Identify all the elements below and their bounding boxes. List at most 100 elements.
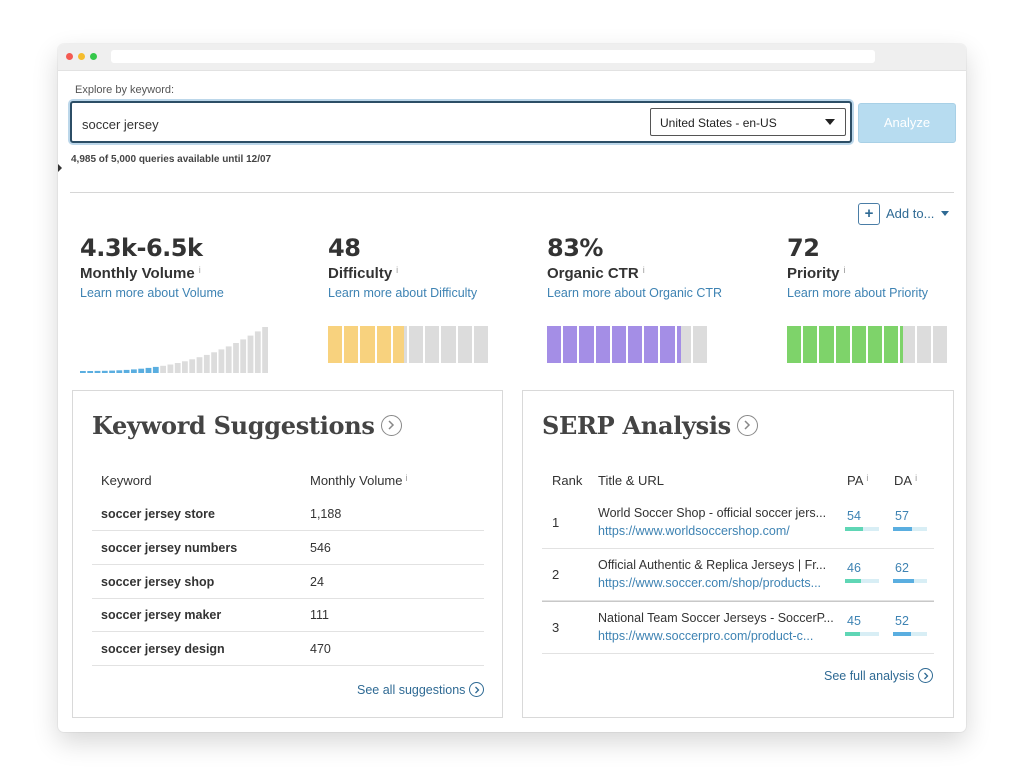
meter-segment [457, 326, 472, 363]
column-header-rank: Rank [552, 473, 583, 488]
rank-cell: 2 [552, 567, 560, 582]
metric-name-text: Organic CTR [547, 265, 639, 282]
metric-name: Monthly Volume i [80, 265, 224, 282]
table-row[interactable]: soccer jersey shop 24 [92, 565, 484, 599]
expand-arrow-icon[interactable] [58, 164, 62, 172]
serp-result-row[interactable]: 3 National Team Soccer Jerseys - SoccerP… [542, 601, 934, 654]
pa-bar-fill [845, 579, 861, 583]
metric-organic-ctr: 83% Organic CTR i Learn more about Organi… [547, 234, 722, 300]
result-title[interactable]: Official Authentic & Replica Jerseys | F… [598, 558, 827, 572]
meter-segment [344, 326, 359, 363]
divider [70, 192, 954, 193]
meter-segment [579, 326, 594, 363]
see-full-analysis-link[interactable]: See full analysis [824, 668, 934, 684]
panel-title[interactable]: SERP Analysis [542, 411, 758, 440]
meter-segment [660, 326, 675, 363]
metric-priority: 72 Priority i Learn more about Priority [787, 234, 928, 300]
result-title[interactable]: World Soccer Shop - official soccer jers… [598, 506, 827, 520]
chevron-right-circle-icon [918, 668, 934, 684]
result-url-link[interactable]: https://www.soccer.com/shop/products... [598, 576, 822, 590]
volume-trend-chart [80, 327, 268, 373]
volume-cell: 1,188 [310, 507, 342, 521]
keyword-cell[interactable]: soccer jersey maker [101, 608, 222, 622]
volume-bar [109, 370, 115, 373]
metric-name: Priority i [787, 265, 928, 282]
info-icon[interactable]: i [198, 265, 201, 275]
metric-name: Difficulty i [328, 265, 477, 282]
info-icon[interactable]: i [396, 265, 399, 275]
explore-label: Explore by keyword: [75, 84, 175, 96]
volume-bar [254, 331, 261, 373]
table-row[interactable]: soccer jersey numbers 546 [92, 531, 484, 565]
column-header-da: DA i [894, 473, 917, 488]
column-header-keyword: Keyword [101, 473, 152, 488]
da-value: 57 [895, 509, 909, 523]
panel-title[interactable]: Keyword Suggestions [92, 411, 402, 440]
table-row[interactable]: soccer jersey maker 111 [92, 598, 484, 632]
meter-segment [692, 326, 707, 363]
meter-segment [916, 326, 931, 363]
info-icon[interactable]: i [405, 473, 408, 483]
see-all-suggestions-link[interactable]: See all suggestions [357, 682, 485, 698]
chevron-right-circle-icon[interactable] [380, 415, 402, 436]
keyword-cell[interactable]: soccer jersey numbers [101, 541, 238, 555]
volume-bar [167, 364, 174, 373]
result-url-link[interactable]: https://www.worldsoccershop.com/ [598, 524, 790, 538]
meter-segment [376, 326, 391, 363]
maximize-window-dot[interactable] [90, 53, 97, 60]
minimize-window-dot[interactable] [78, 53, 85, 60]
result-url-link[interactable]: https://www.soccerpro.com/product-c... [598, 629, 814, 643]
serp-result-row[interactable]: 1 World Soccer Shop - official soccer je… [542, 497, 934, 549]
meter-segment [932, 326, 947, 363]
metric-name-text: Monthly Volume [80, 265, 195, 282]
da-bar-fill [893, 579, 915, 583]
keyword-cell[interactable]: soccer jersey design [101, 642, 225, 656]
meter-segment [819, 326, 834, 363]
panel-title-text: SERP Analysis [542, 411, 731, 440]
column-header-text: DA [894, 473, 913, 488]
meter-segment [884, 326, 899, 363]
meter-segment [900, 326, 915, 363]
learn-more-link[interactable]: Learn more about Difficulty [328, 286, 478, 300]
link-text: See full analysis [824, 669, 915, 683]
keyword-cell[interactable]: soccer jersey shop [101, 575, 215, 589]
meter-segment [595, 326, 610, 363]
close-window-dot[interactable] [66, 53, 73, 60]
volume-bar [196, 357, 203, 373]
table-row[interactable]: soccer jersey store 1,188 [92, 497, 484, 531]
keyword-cell[interactable]: soccer jersey store [101, 507, 215, 521]
chevron-right-circle-icon[interactable] [736, 415, 758, 436]
learn-more-link[interactable]: Learn more about Priority [787, 286, 929, 300]
address-bar[interactable] [111, 50, 875, 63]
learn-more-link[interactable]: Learn more about Organic CTR [547, 286, 723, 300]
metric-name-text: Priority [787, 265, 840, 282]
chevron-down-icon [941, 211, 949, 216]
column-header-text: PA [847, 473, 864, 488]
table-row[interactable]: soccer jersey design 470 [92, 632, 484, 666]
rank-cell: 3 [552, 620, 560, 635]
info-icon[interactable]: i [843, 265, 846, 275]
analyze-button[interactable]: Analyze [858, 103, 956, 143]
locale-select[interactable]: United States - en-US [650, 108, 846, 136]
serp-result-row[interactable]: 2 Official Authentic & Replica Jerseys |… [542, 549, 934, 601]
info-icon[interactable]: i [915, 473, 918, 483]
meter-segment [644, 326, 659, 363]
volume-bar [174, 363, 181, 373]
result-title[interactable]: National Team Soccer Jerseys - SoccerP..… [598, 611, 834, 625]
plus-icon: + [858, 203, 880, 225]
meter-segment [676, 326, 691, 363]
metric-value: 72 [787, 234, 820, 262]
volume-bar [160, 365, 166, 373]
volume-bar [116, 370, 123, 373]
info-icon[interactable]: i [866, 473, 869, 483]
da-bar [893, 632, 927, 636]
pa-bar [845, 579, 879, 583]
meter-segment [611, 326, 626, 363]
info-icon[interactable]: i [642, 265, 645, 275]
keyword-search-input[interactable]: soccer jersey United States - en-US [70, 101, 852, 143]
meter-segment [628, 326, 643, 363]
search-value[interactable]: soccer jersey [82, 117, 159, 132]
volume-bar [94, 370, 101, 373]
learn-more-link[interactable]: Learn more about Volume [80, 286, 224, 300]
metric-difficulty: 48 Difficulty i Learn more about Difficul… [328, 234, 477, 300]
